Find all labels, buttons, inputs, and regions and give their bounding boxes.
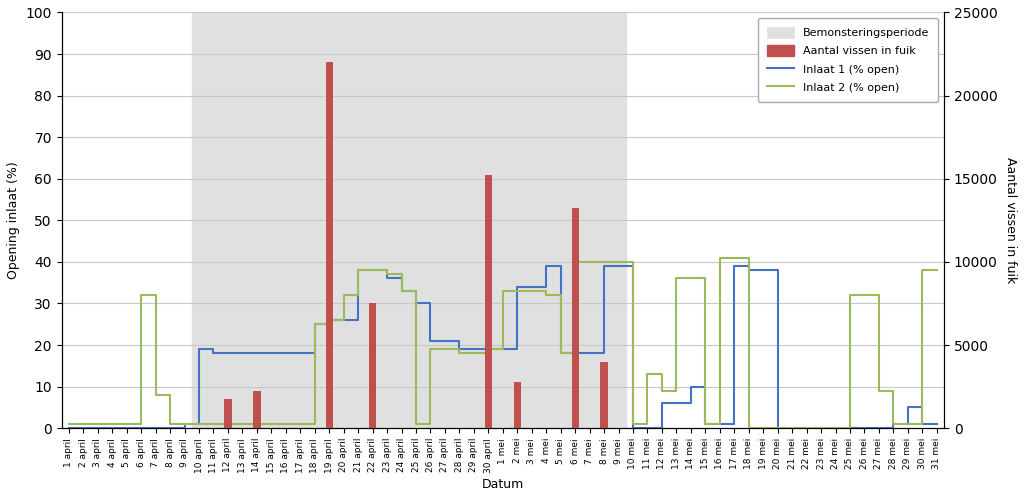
Bar [326,62,333,428]
Bar [369,303,376,428]
Bar [253,391,260,428]
Bar [224,399,231,428]
Bar [514,382,521,428]
Bar [484,175,492,428]
Bar [600,362,607,428]
X-axis label: Datum: Datum [481,478,524,491]
Y-axis label: Aantal vissen in fuik: Aantal vissen in fuik [1005,157,1017,283]
Legend: Bemonsteringsperiode, Aantal vissen in fuik, Inlaat 1 (% open), Inlaat 2 (% open: Bemonsteringsperiode, Aantal vissen in f… [758,18,938,102]
Bar [191,12,626,428]
Y-axis label: Opening inlaat (%): Opening inlaat (%) [7,161,19,279]
Bar [571,208,579,428]
